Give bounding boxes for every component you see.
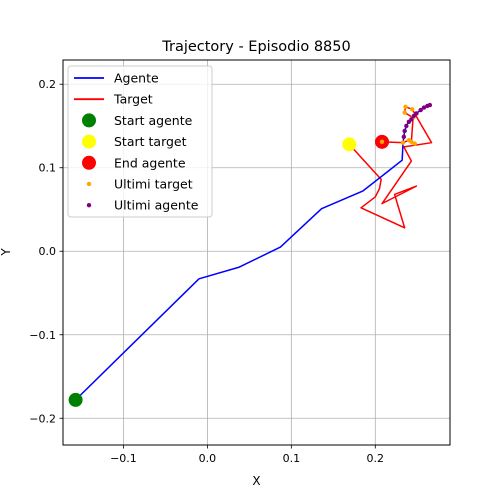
legend-swatch-ultimi-agente — [86, 203, 92, 208]
y-tick-label: 0.1 — [39, 162, 57, 175]
y-tick-label: 0.2 — [39, 78, 57, 91]
legend: Agente Target Start agente Start target End … — [67, 65, 213, 218]
x-tick-label: 0.2 — [367, 452, 385, 465]
x-tick-label: 0.1 — [283, 452, 301, 465]
y-tick-label: −0.1 — [29, 329, 56, 342]
chart-title: Trajectory - Episodio 8850 — [161, 39, 350, 55]
legend-swatch-end-agente — [82, 155, 96, 170]
data-point-ultimi-target — [402, 110, 407, 115]
legend-label-start-agente: Start agente — [114, 113, 193, 128]
legend-swatch-ultimi-target — [86, 181, 92, 187]
data-point-ultimi-agente — [427, 102, 433, 108]
legend-label-start-target: Start target — [114, 134, 187, 149]
legend-swatch-start-agente — [82, 113, 96, 128]
data-point-ultimi-agente — [401, 134, 407, 140]
data-point-ultimi-agente — [404, 123, 409, 129]
data-point-ultimi-agente — [409, 117, 414, 122]
legend-box — [67, 65, 213, 218]
data-point-ultimi-target — [403, 104, 408, 109]
data-point-ultimi-target — [379, 139, 385, 145]
y-tick-label: −0.2 — [29, 412, 56, 425]
data-point-ultimi-agente — [418, 107, 423, 113]
plot-series — [68, 102, 433, 407]
data-point-ultimi-agente — [421, 105, 427, 110]
x-tick-label: 0.0 — [199, 452, 217, 465]
axis-ticks: −0.1 0.0 0.1 0.2 −0.2 −0.1 0.0 0.1 0.2 — [29, 78, 384, 465]
legend-label-agente: Agente — [114, 71, 159, 86]
data-point-ultimi-agente — [414, 111, 419, 116]
legend-label-end-agente: End agente — [114, 155, 186, 170]
legend-label-ultimi-agente: Ultimi agente — [114, 198, 199, 213]
data-point-ultimi-target — [412, 141, 417, 146]
data-point-ultimi-target — [410, 107, 415, 112]
legend-swatch-start-target — [82, 134, 96, 149]
data-point-ultimi-target — [406, 137, 412, 143]
data-point-start-target — [342, 137, 357, 152]
plot-frame — [62, 59, 451, 446]
x-axis-label: X — [252, 474, 260, 488]
x-tick-label: −0.1 — [110, 452, 137, 465]
data-point-ultimi-agente — [402, 128, 407, 134]
y-axis-label: Y — [0, 248, 13, 257]
y-tick-label: 0.0 — [39, 245, 57, 258]
data-point-ultimi-target — [400, 140, 406, 145]
data-point-start-agente — [68, 392, 83, 407]
legend-label-ultimi-target: Ultimi target — [114, 177, 193, 192]
legend-label-target: Target — [113, 92, 153, 107]
